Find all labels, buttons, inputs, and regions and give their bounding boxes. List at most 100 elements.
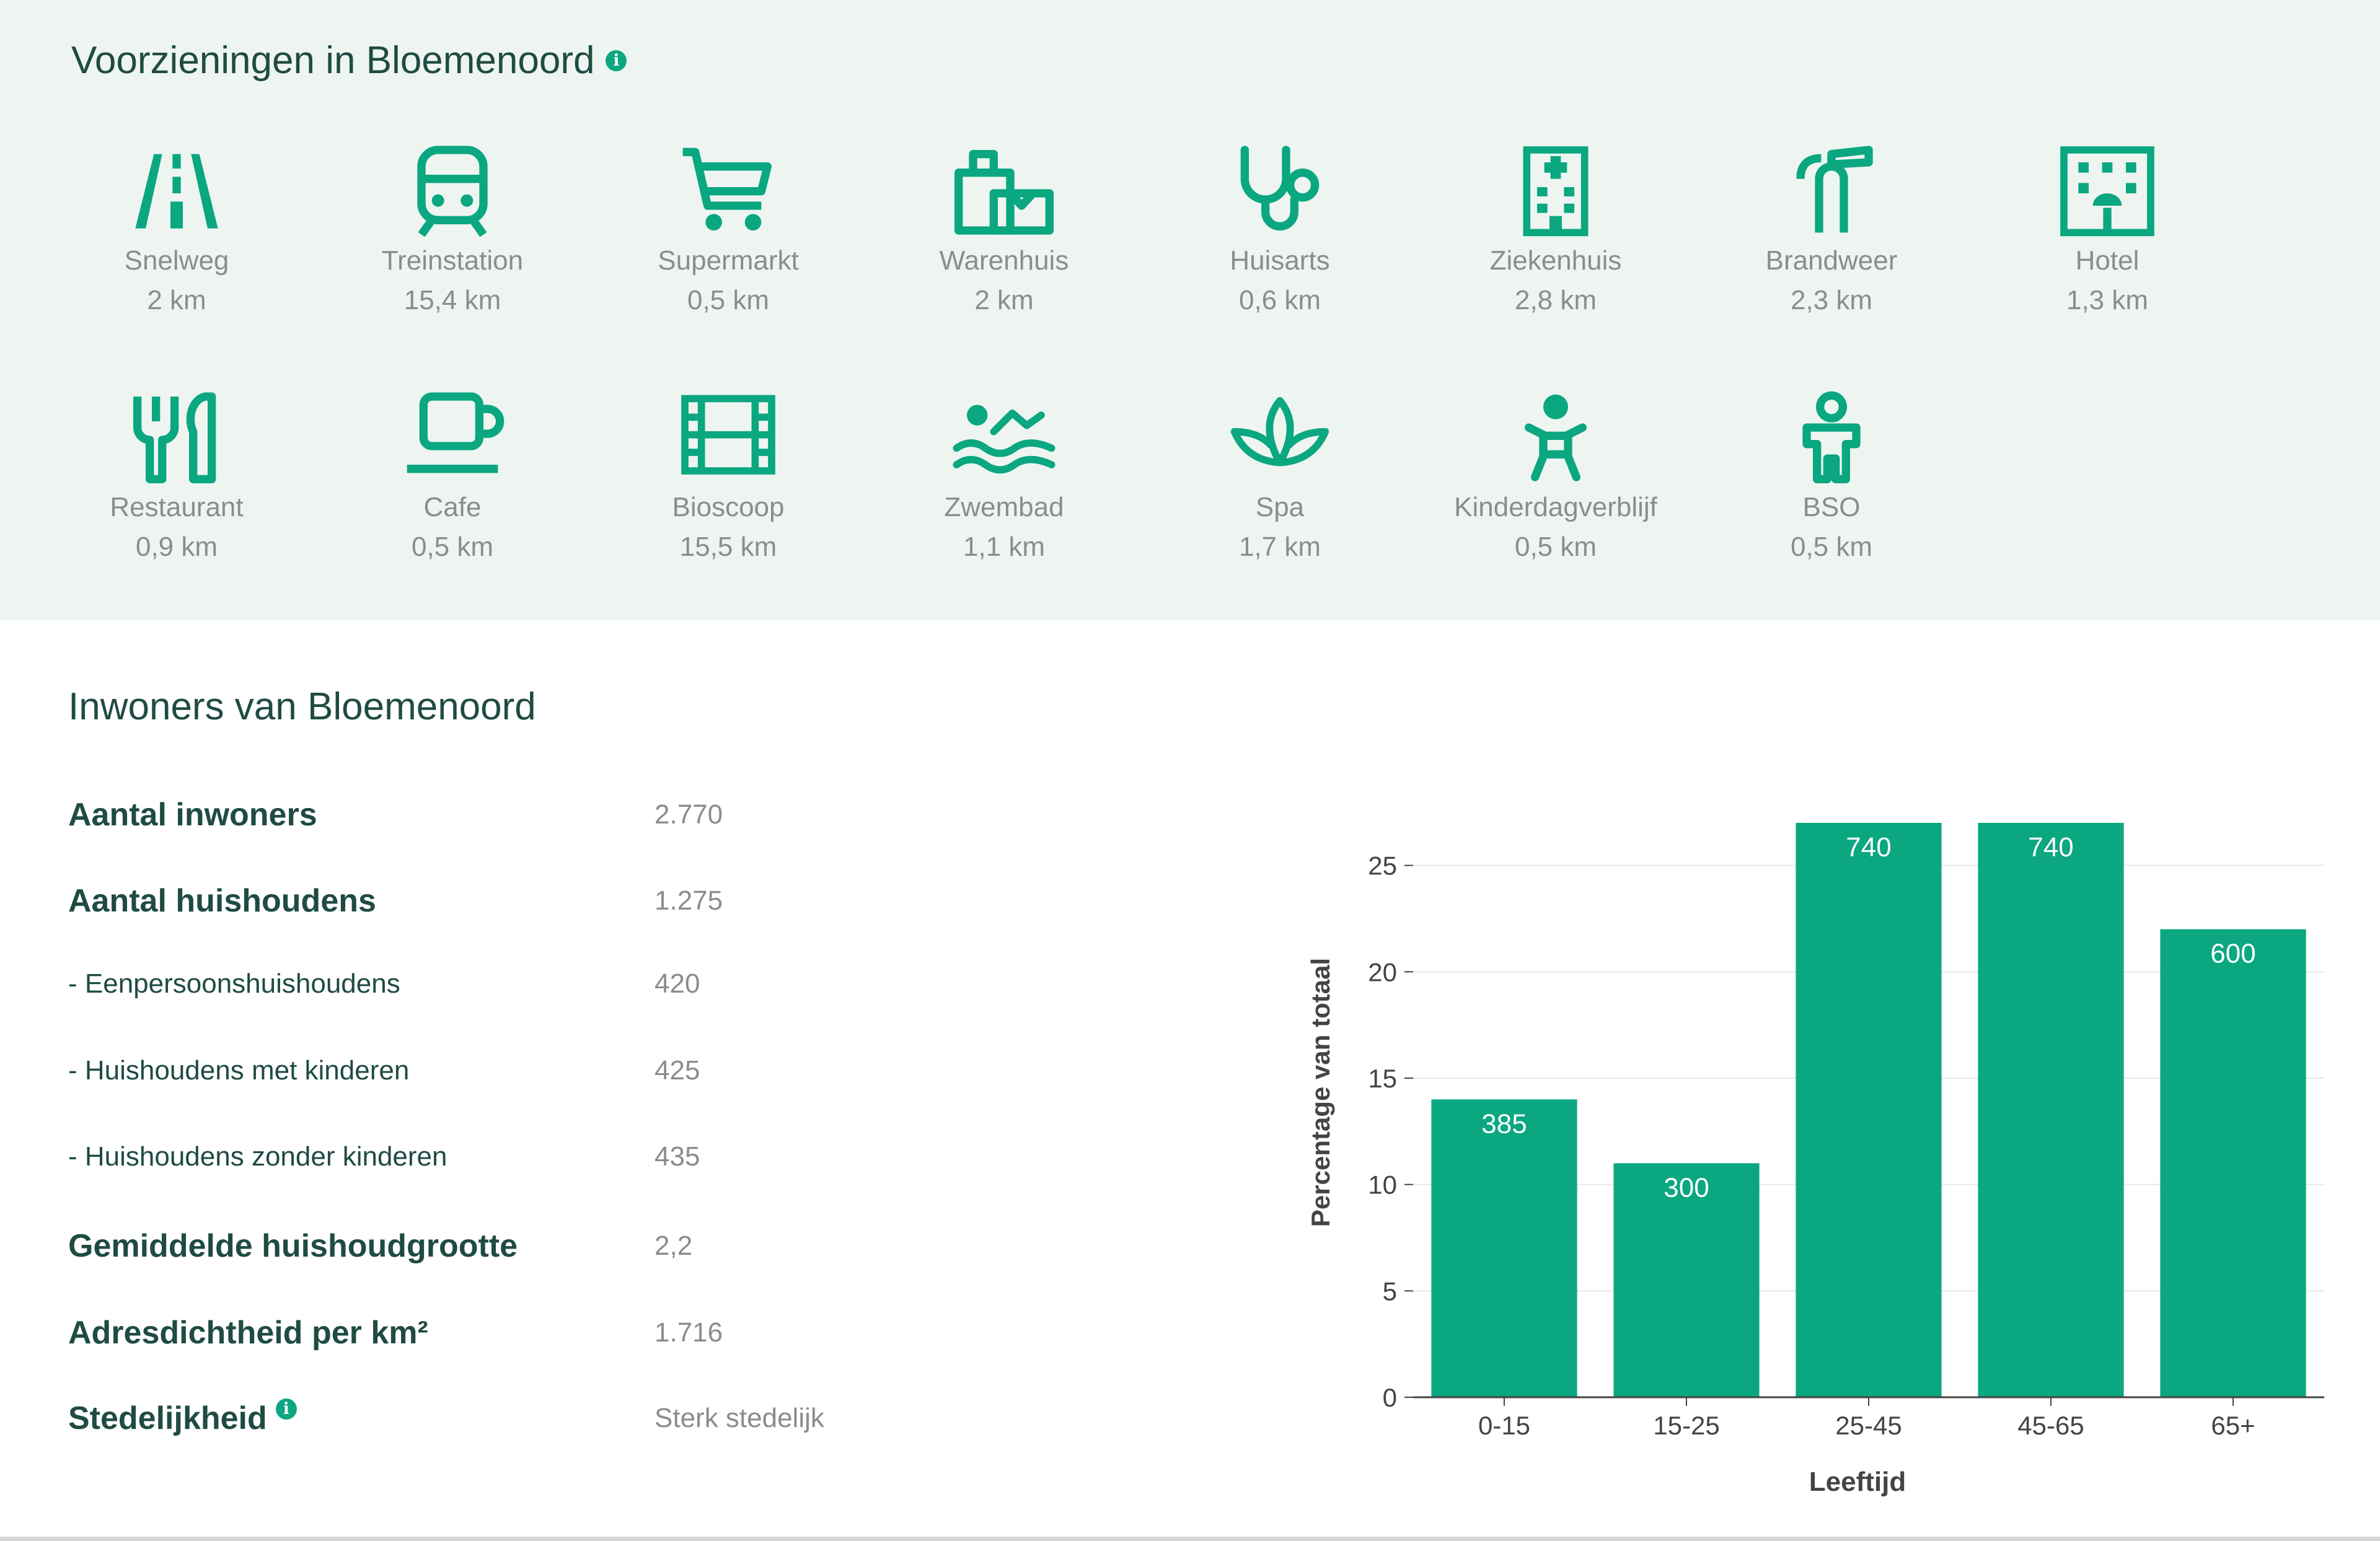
amenity-distance: 1,1 km bbox=[963, 532, 1046, 562]
x-tick-label: 65+ bbox=[2211, 1411, 2255, 1440]
amenity-name: Restaurant bbox=[110, 492, 244, 522]
amenity-name: Spa bbox=[1255, 492, 1305, 522]
stat-row: Adresdichtheid per km² 1.716 bbox=[68, 1305, 936, 1361]
y-tick-label: 10 bbox=[1368, 1170, 1397, 1200]
bar[interactable] bbox=[1978, 823, 2124, 1397]
amenity-name: Kinderdagverblijf bbox=[1454, 492, 1657, 522]
y-tick-label: 15 bbox=[1368, 1064, 1397, 1093]
amenity-name: Treinstation bbox=[381, 245, 524, 276]
stat-label: Stedelijkheid i bbox=[68, 1398, 654, 1437]
chart-bars: 385 300 740 740 600 bbox=[1431, 823, 2306, 1397]
stat-value: 2.770 bbox=[654, 799, 723, 830]
stat-value: 1.716 bbox=[654, 1317, 723, 1348]
bar-data-label: 600 bbox=[2210, 939, 2255, 969]
hotel-icon bbox=[2060, 146, 2154, 237]
stat-row: Aantal huishoudens 1.275 bbox=[68, 873, 936, 929]
y-tick-label: 25 bbox=[1368, 851, 1397, 880]
amenity-treinstation[interactable]: Treinstation 15,4 km bbox=[316, 144, 589, 316]
amenity-supermarkt[interactable]: Supermarkt 0,5 km bbox=[592, 144, 865, 316]
amenity-huisarts[interactable]: Huisarts 0,6 km bbox=[1144, 144, 1416, 316]
amenity-name: Supermarkt bbox=[658, 245, 799, 276]
stat-label: - Huishoudens met kinderen bbox=[68, 1055, 410, 1086]
y-tick-label: 5 bbox=[1383, 1276, 1397, 1306]
stat-row: Gemiddelde huishoudgrootte 2,2 bbox=[68, 1218, 936, 1274]
amenity-name: Brandweer bbox=[1765, 245, 1898, 276]
fork-knife-icon bbox=[133, 392, 216, 483]
stat-value: 435 bbox=[654, 1141, 700, 1172]
amenity-distance: 2 km bbox=[974, 285, 1034, 315]
amenity-brandweer[interactable]: Brandweer 2,3 km bbox=[1695, 144, 1968, 316]
y-tick-label: 0 bbox=[1383, 1383, 1397, 1412]
amenity-snelweg[interactable]: Snelweg 2 km bbox=[40, 144, 313, 316]
fire-extinguisher-icon bbox=[1796, 146, 1873, 233]
amenity-distance: 1,7 km bbox=[1238, 532, 1321, 562]
info-icon[interactable]: i bbox=[606, 50, 627, 71]
x-tick-label: 25-45 bbox=[1835, 1411, 1902, 1440]
amenity-distance: 0,5 km bbox=[687, 285, 770, 315]
bar[interactable] bbox=[1613, 1163, 1760, 1397]
coffee-cup-icon bbox=[407, 392, 505, 473]
amenity-cafe[interactable]: Cafe 0,5 km bbox=[316, 390, 589, 563]
amenity-name: Huisarts bbox=[1230, 245, 1330, 276]
x-tick-label: 15-25 bbox=[1653, 1411, 1719, 1440]
bar-data-label: 300 bbox=[1664, 1172, 1709, 1203]
stat-label: Aantal huishoudens bbox=[68, 883, 376, 919]
film-strip-icon bbox=[681, 395, 775, 475]
amenity-name: Ziekenhuis bbox=[1489, 245, 1622, 276]
amenity-distance: 0,6 km bbox=[1238, 285, 1321, 315]
amenities-title: Voorzieningen in Bloemenoord i bbox=[71, 38, 627, 82]
amenity-distance: 1,3 km bbox=[2066, 285, 2149, 315]
info-icon[interactable]: i bbox=[275, 1398, 297, 1420]
y-tick-label: 20 bbox=[1368, 957, 1397, 986]
x-axis-label: Leeftijd bbox=[1809, 1467, 1906, 1497]
train-icon bbox=[417, 146, 488, 237]
amenity-restaurant[interactable]: Restaurant 0,9 km bbox=[40, 390, 313, 563]
amenity-distance: 0,5 km bbox=[1514, 532, 1597, 562]
swimmer-icon bbox=[953, 405, 1056, 474]
amenity-bioscoop[interactable]: Bioscoop 15,5 km bbox=[592, 390, 865, 563]
amenity-distance: 2,3 km bbox=[1790, 285, 1873, 315]
amenity-distance: 0,9 km bbox=[135, 532, 218, 562]
stat-label: Aantal inwoners bbox=[68, 797, 317, 833]
highway-icon bbox=[135, 154, 218, 229]
stat-row: - Huishoudens zonder kinderen 435 bbox=[68, 1129, 936, 1185]
amenity-warenhuis[interactable]: Warenhuis 2 km bbox=[868, 144, 1140, 316]
amenity-hotel[interactable]: Hotel 1,3 km bbox=[1971, 144, 2244, 316]
lotus-icon bbox=[1230, 397, 1329, 467]
stethoscope-icon bbox=[1240, 146, 1320, 230]
residents-title-text: Inwoners van Bloemenoord bbox=[68, 685, 536, 728]
amenity-ziekenhuis[interactable]: Ziekenhuis 2,8 km bbox=[1419, 144, 1692, 316]
bar[interactable] bbox=[1431, 1099, 1577, 1397]
stat-value: 420 bbox=[654, 968, 700, 999]
stat-label: - Huishoudens zonder kinderen bbox=[68, 1141, 447, 1172]
hospital-icon bbox=[1523, 146, 1589, 237]
bar[interactable] bbox=[1796, 823, 1942, 1397]
bar[interactable] bbox=[2160, 929, 2306, 1397]
amenity-name: Cafe bbox=[423, 492, 482, 522]
stat-label: - Eenpersoonshuishoudens bbox=[68, 968, 400, 999]
age-distribution-chart: 385 300 740 740 600 0 5 10 15 20 25 0-15 15-25 25-4… bbox=[1306, 823, 2324, 1497]
amenity-zwembad[interactable]: Zwembad 1,1 km bbox=[868, 390, 1140, 563]
x-tick-label: 45-65 bbox=[2017, 1411, 2084, 1440]
amenity-name: Warenhuis bbox=[939, 245, 1069, 276]
amenity-spa[interactable]: Spa 1,7 km bbox=[1144, 390, 1416, 563]
bar-data-label: 740 bbox=[1846, 832, 1891, 863]
shopping-cart-icon bbox=[682, 147, 772, 230]
amenity-distance: 15,4 km bbox=[403, 285, 501, 315]
amenity-bso[interactable]: BSO 0,5 km bbox=[1695, 390, 1968, 563]
baby-icon bbox=[1525, 394, 1587, 481]
amenity-distance: 2,8 km bbox=[1514, 285, 1597, 315]
bar-data-label: 740 bbox=[2028, 832, 2073, 863]
stat-row: - Huishoudens met kinderen 425 bbox=[68, 1043, 936, 1099]
amenities-title-text: Voorzieningen in Bloemenoord bbox=[71, 39, 595, 82]
amenity-distance: 15,5 km bbox=[679, 532, 777, 562]
x-tick-label: 0-15 bbox=[1478, 1411, 1530, 1440]
amenity-kinderdagverblijf[interactable]: Kinderdagverblijf 0,5 km bbox=[1419, 390, 1692, 563]
y-axis-label: Percentage van totaal bbox=[1306, 958, 1335, 1227]
y-axis-ticks: 0 5 10 15 20 25 bbox=[1368, 851, 1413, 1412]
amenity-name: Hotel bbox=[2075, 245, 2140, 276]
stat-value: 1.275 bbox=[654, 885, 723, 916]
amenities-section bbox=[0, 0, 2380, 620]
stat-row: - Eenpersoonshuishoudens 420 bbox=[68, 956, 936, 1012]
amenity-name: Zwembad bbox=[944, 492, 1064, 522]
